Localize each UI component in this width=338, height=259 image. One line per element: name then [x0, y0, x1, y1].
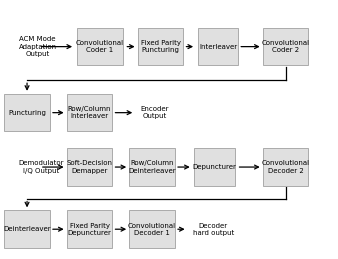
Text: Encoder
Output: Encoder Output — [140, 106, 169, 119]
Text: Row/Column
Deinterleaver: Row/Column Deinterleaver — [128, 160, 176, 174]
Text: Convolutional
Decoder 1: Convolutional Decoder 1 — [128, 222, 176, 236]
Text: Fixed Parity
Depuncturer: Fixed Parity Depuncturer — [68, 222, 112, 236]
FancyBboxPatch shape — [194, 148, 235, 186]
FancyBboxPatch shape — [4, 94, 50, 132]
FancyBboxPatch shape — [263, 148, 308, 186]
Text: Deinterleaver: Deinterleaver — [3, 226, 51, 232]
FancyBboxPatch shape — [129, 210, 175, 248]
Text: Row/Column
Interleaver: Row/Column Interleaver — [68, 106, 111, 119]
FancyBboxPatch shape — [263, 28, 308, 66]
Text: Demodulator
I/Q Output: Demodulator I/Q Output — [19, 160, 64, 174]
Text: Convolutional
Decoder 2: Convolutional Decoder 2 — [262, 160, 310, 174]
FancyBboxPatch shape — [138, 28, 183, 66]
Text: Decoder
hard output: Decoder hard output — [193, 222, 234, 236]
Text: Soft-Decision
Demapper: Soft-Decision Demapper — [67, 160, 113, 174]
Text: Interleaver: Interleaver — [199, 44, 237, 50]
Text: ACM Mode
Adaptation
Output: ACM Mode Adaptation Output — [19, 36, 57, 57]
Text: Puncturing: Puncturing — [8, 110, 46, 116]
Text: Convolutional
Coder 2: Convolutional Coder 2 — [262, 40, 310, 53]
Text: Depuncturer: Depuncturer — [193, 164, 237, 170]
Text: Fixed Parity
Puncturing: Fixed Parity Puncturing — [141, 40, 180, 53]
FancyBboxPatch shape — [129, 148, 175, 186]
FancyBboxPatch shape — [67, 94, 112, 132]
Text: Convolutional
Coder 1: Convolutional Coder 1 — [76, 40, 124, 53]
FancyBboxPatch shape — [67, 210, 112, 248]
FancyBboxPatch shape — [198, 28, 238, 66]
FancyBboxPatch shape — [67, 148, 112, 186]
FancyBboxPatch shape — [4, 210, 50, 248]
FancyBboxPatch shape — [77, 28, 122, 66]
